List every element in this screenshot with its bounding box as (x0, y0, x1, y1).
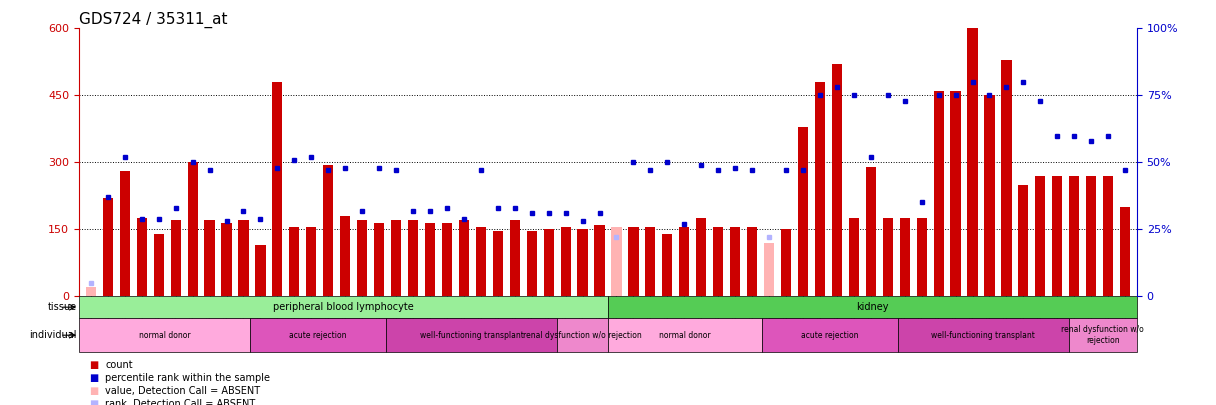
Bar (79, 318, 249, 352)
Text: well-functioning transplant: well-functioning transplant (420, 331, 523, 340)
Bar (578, 229, 587, 296)
Bar (204, 220, 215, 296)
Bar (424, 223, 435, 296)
Bar (458, 220, 469, 296)
Bar (1052, 176, 1063, 296)
Bar (153, 234, 164, 296)
Bar (663, 234, 672, 296)
Text: acute rejection: acute rejection (801, 331, 858, 340)
Bar (917, 218, 927, 296)
Text: renal dysfunction w/o
rejection: renal dysfunction w/o rejection (1062, 326, 1144, 345)
Bar (187, 162, 198, 296)
Text: ■: ■ (90, 360, 98, 369)
Bar (747, 227, 758, 296)
Bar (475, 227, 486, 296)
Text: individual: individual (29, 330, 77, 340)
Bar (221, 223, 231, 296)
Bar (934, 91, 944, 296)
Bar (781, 229, 792, 296)
Bar (544, 229, 553, 296)
Bar (815, 82, 824, 296)
Text: rank, Detection Call = ABSENT: rank, Detection Call = ABSENT (106, 399, 255, 405)
Bar (136, 218, 147, 296)
Bar (1069, 176, 1080, 296)
Bar (238, 220, 248, 296)
Bar (866, 167, 876, 296)
Bar (1120, 207, 1130, 296)
Bar (595, 225, 604, 296)
Text: peripheral blood lymphocyte: peripheral blood lymphocyte (274, 302, 413, 312)
Bar (272, 82, 282, 296)
Bar (764, 243, 775, 296)
Text: percentile rank within the sample: percentile rank within the sample (106, 373, 270, 383)
Bar (646, 227, 655, 296)
Bar (696, 218, 706, 296)
Bar (407, 220, 418, 296)
Bar (249, 318, 387, 352)
Bar (323, 164, 333, 296)
Text: well-functioning transplant: well-functioning transplant (931, 331, 1035, 340)
Bar (170, 220, 181, 296)
Bar (527, 232, 536, 296)
Bar (561, 227, 570, 296)
Text: ■: ■ (90, 373, 98, 383)
Bar (968, 28, 978, 296)
Bar (951, 91, 961, 296)
Bar (340, 216, 350, 296)
Bar (900, 218, 910, 296)
Bar (1035, 176, 1046, 296)
Bar (1069, 318, 1137, 352)
Bar (680, 227, 689, 296)
Bar (392, 220, 401, 296)
Bar (832, 64, 841, 296)
Bar (713, 227, 724, 296)
Text: renal dysfunction w/o rejection: renal dysfunction w/o rejection (523, 331, 642, 340)
Bar (358, 220, 367, 296)
Bar (1103, 176, 1113, 296)
Text: normal donor: normal donor (139, 331, 190, 340)
Text: ■: ■ (90, 386, 98, 396)
Bar (730, 227, 741, 296)
Bar (849, 218, 858, 296)
Bar (608, 318, 761, 352)
Text: normal donor: normal donor (659, 331, 710, 340)
Bar (1086, 176, 1097, 296)
Bar (79, 296, 608, 318)
Text: acute rejection: acute rejection (289, 331, 347, 340)
Bar (608, 296, 1137, 318)
Bar (985, 95, 995, 296)
Bar (289, 227, 299, 296)
Bar (119, 171, 130, 296)
Bar (899, 318, 1069, 352)
Text: tissue: tissue (47, 302, 77, 312)
Bar (387, 318, 557, 352)
Text: kidney: kidney (856, 302, 889, 312)
Bar (1018, 185, 1029, 296)
Text: GDS724 / 35311_at: GDS724 / 35311_at (79, 12, 227, 28)
Bar (86, 287, 96, 296)
Bar (510, 220, 520, 296)
Text: ■: ■ (90, 399, 98, 405)
Bar (798, 127, 809, 296)
Bar (1001, 60, 1012, 296)
Bar (612, 227, 621, 296)
Bar (306, 227, 316, 296)
Bar (441, 223, 452, 296)
Bar (375, 223, 384, 296)
Bar (557, 318, 608, 352)
Bar (492, 232, 503, 296)
Text: count: count (106, 360, 133, 369)
Bar (255, 245, 265, 296)
Text: value, Detection Call = ABSENT: value, Detection Call = ABSENT (106, 386, 260, 396)
Bar (629, 227, 638, 296)
Bar (103, 198, 113, 296)
Bar (883, 218, 893, 296)
Bar (761, 318, 899, 352)
